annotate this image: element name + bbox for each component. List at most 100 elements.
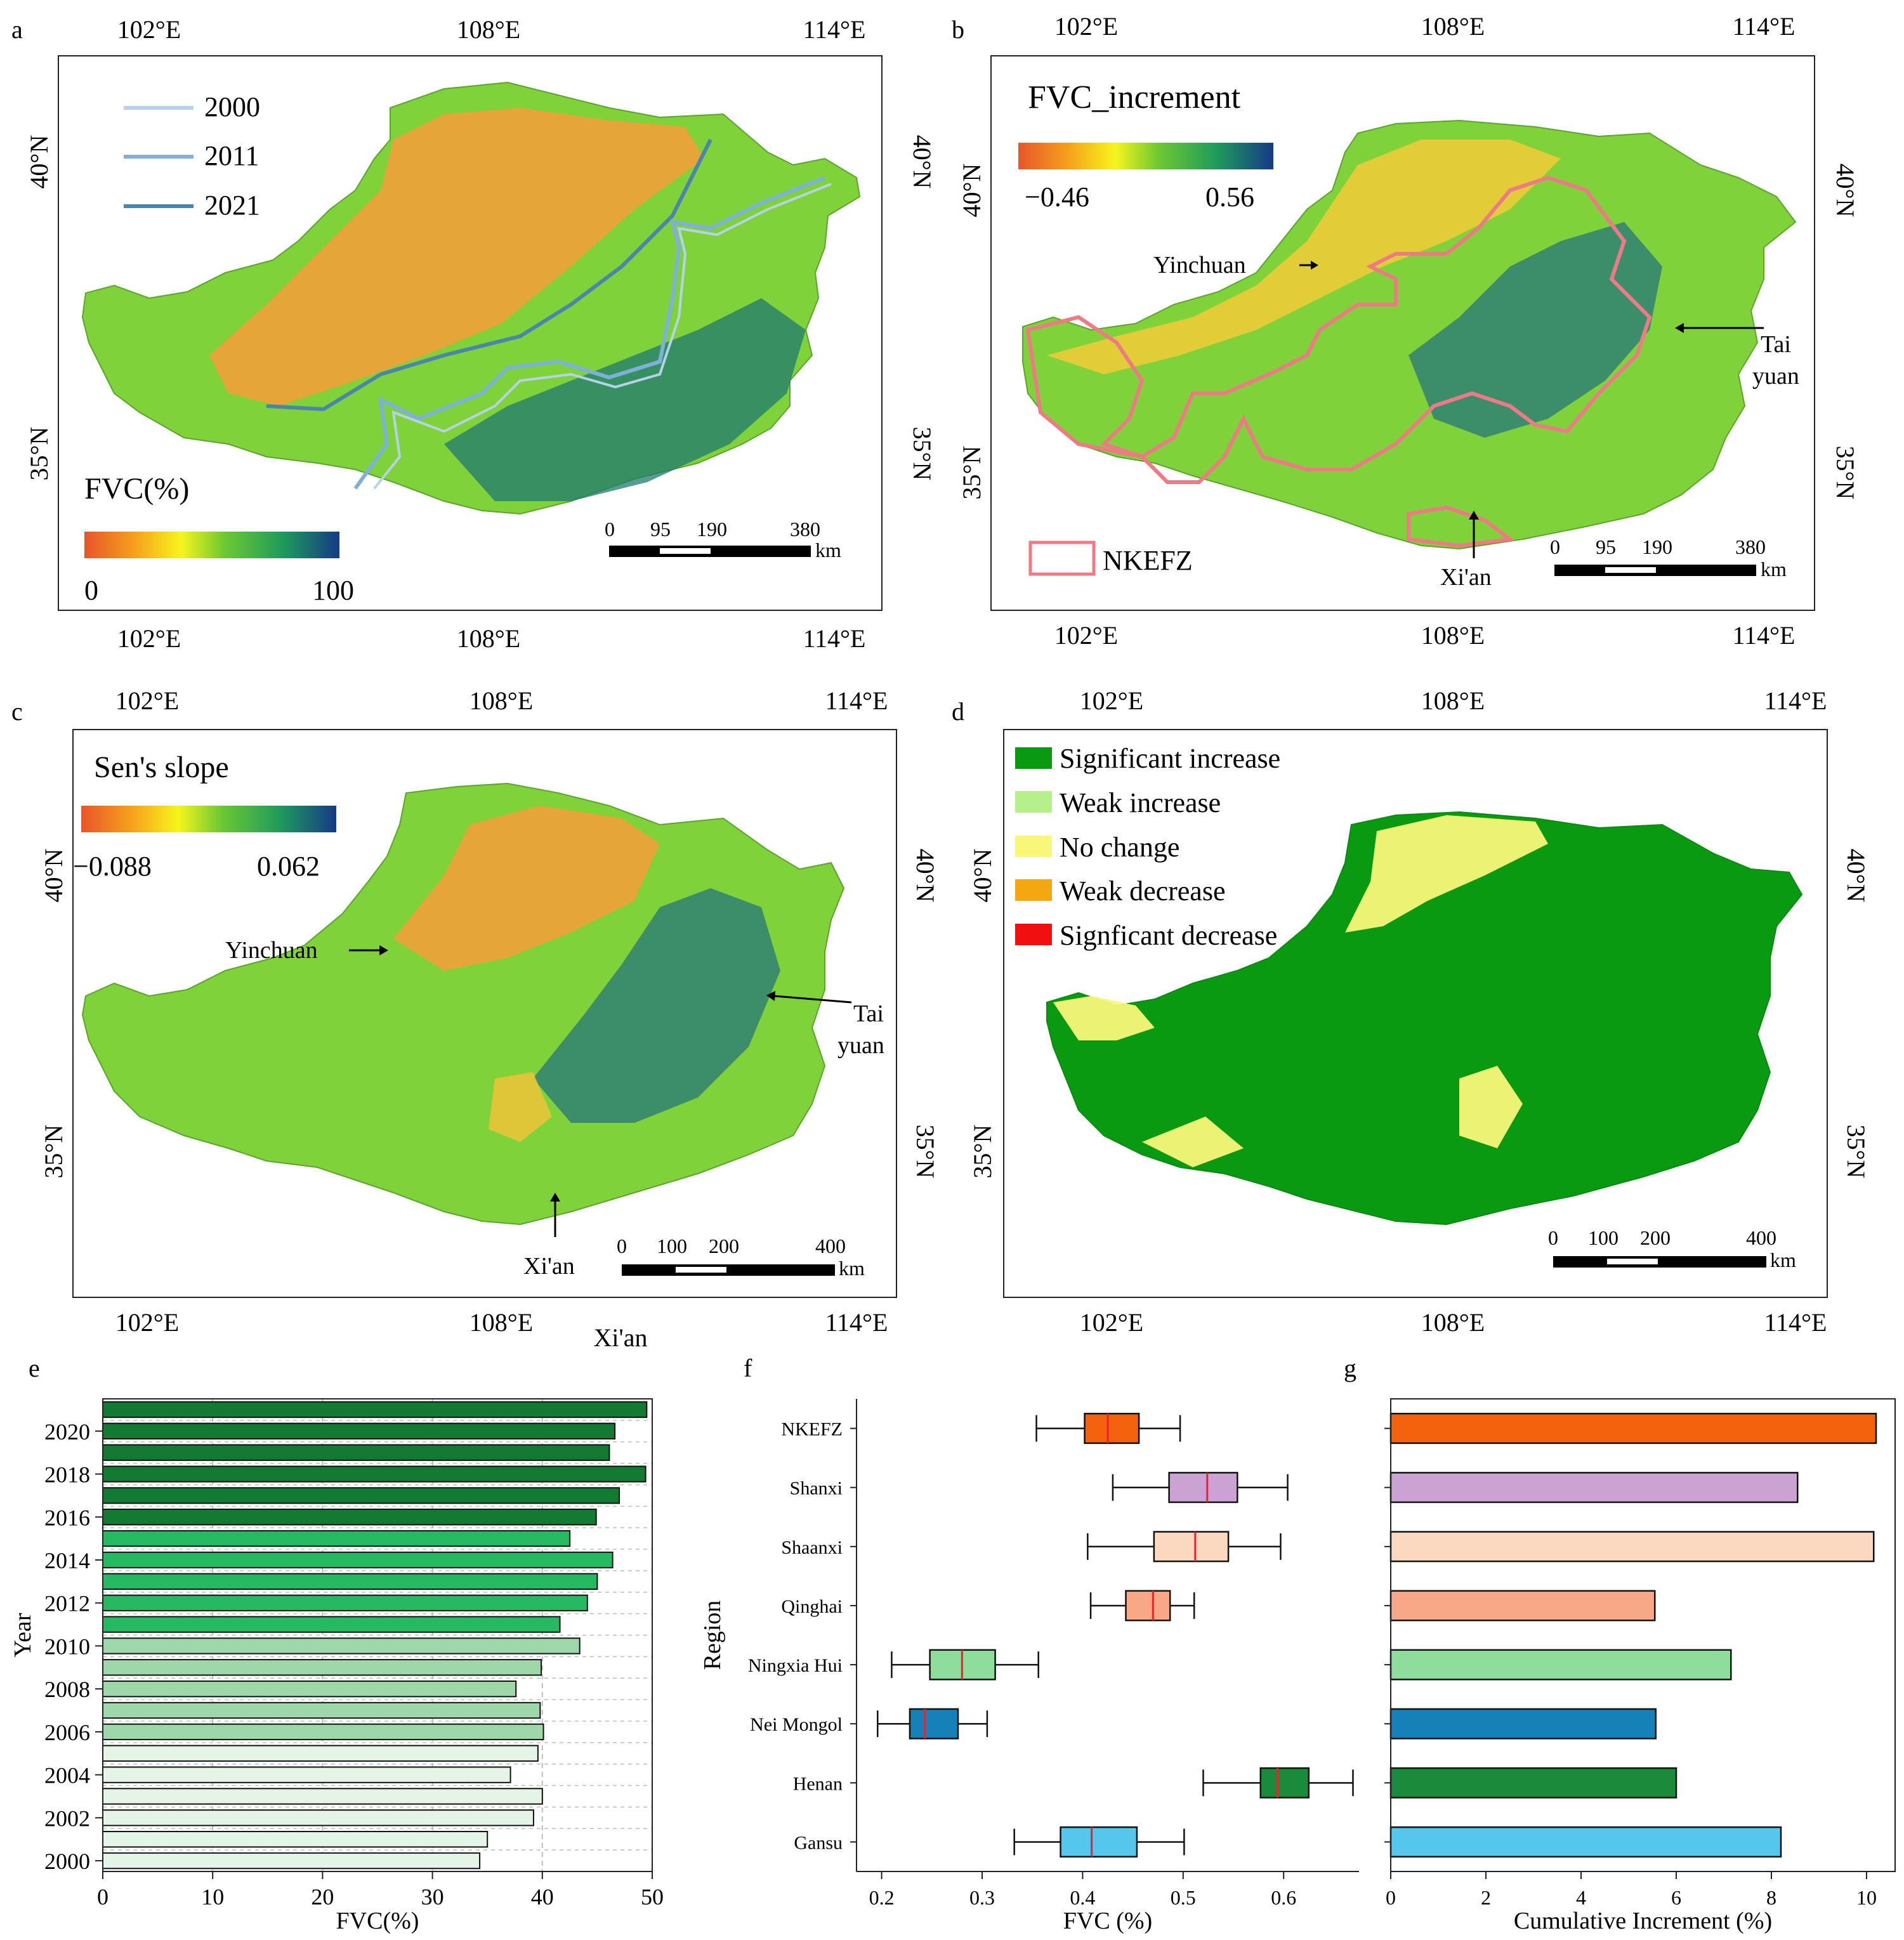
box-Nei Mongol <box>909 1708 959 1740</box>
x-tick-label-g: 10 <box>1856 1886 1877 1909</box>
svg-text:200: 200 <box>709 1235 739 1257</box>
x-tick-label-e: 40 <box>531 1884 554 1910</box>
bottom-tick-b-2: 108°E <box>1421 621 1485 650</box>
colorbar-min-b: −0.46 <box>1025 181 1089 213</box>
right-tick-c-1: 40°N <box>911 849 940 903</box>
bottom-tick-d-3: 114°E <box>1764 1308 1827 1337</box>
bar-e-2009 <box>102 1659 542 1676</box>
bar-e-2018 <box>102 1465 647 1483</box>
bottom-tick-a-1: 102°E <box>117 624 181 653</box>
y-tick-label-e: 2004 <box>44 1763 90 1788</box>
left-tick-a-2: 35°N <box>25 427 53 481</box>
bar-e-2012 <box>102 1594 588 1611</box>
map-panel-d: d Significant increase Weak increase No … <box>952 686 1870 1337</box>
city-label-tai-c: Tai <box>853 1000 884 1027</box>
svg-text:km: km <box>1770 1249 1796 1271</box>
bar-e-2016 <box>102 1509 597 1526</box>
legend-b: NKEFZ <box>1028 541 1193 576</box>
left-tick-b-2: 35°N <box>957 446 986 500</box>
colorbar-title-c: Sen's slope <box>94 750 229 784</box>
box-Shanxi <box>1168 1472 1238 1504</box>
panel-letter-g: g <box>1344 1354 1356 1382</box>
bar-e-2001 <box>102 1831 489 1848</box>
svg-text:km: km <box>815 539 841 561</box>
bottom-tick-b-1: 102°E <box>1054 621 1118 650</box>
y-axis-label-e: Year <box>10 1613 36 1657</box>
colorbar-max-a: 100 <box>312 575 354 606</box>
line-2021 <box>266 138 712 412</box>
scale-bar-c: 0 100 200 400 km <box>617 1235 865 1280</box>
left-tick-b-1: 40°N <box>957 164 986 218</box>
bar-e-2020 <box>102 1422 616 1439</box>
svg-text:km: km <box>1761 558 1787 580</box>
legend-d: Significant increase Weak increase No ch… <box>1015 743 1280 951</box>
line-2000 <box>373 183 832 490</box>
chart-g-cumulative-increment: g 0 2 4 6 8 10 Cumulative Increment (%) <box>1344 1354 1896 1934</box>
legend-a: 2000 2011 2021 <box>124 91 260 221</box>
left-tick-d-1: 40°N <box>968 849 997 903</box>
map-panel-b: b FVC_increment −0.46 0.56 Yinchuan Tai … <box>952 12 1860 650</box>
y-tick-label-e: 2000 <box>44 1849 90 1874</box>
x-tick-label-f: 0.4 <box>1070 1886 1095 1909</box>
colorbar-title-b: FVC_increment <box>1028 79 1241 115</box>
axes-frame-g <box>1390 1398 1896 1872</box>
legend-2011: 2011 <box>204 140 259 171</box>
x-tick-label-g: 4 <box>1576 1886 1586 1909</box>
left-tick-c-2: 35°N <box>39 1125 68 1179</box>
legend-weak-increase: Weak increase <box>1060 787 1221 818</box>
city-label-tai-b: Tai <box>1761 331 1791 358</box>
right-tick-c-2: 35°N <box>911 1125 940 1179</box>
y-tick-label-e: 2018 <box>44 1462 90 1488</box>
svg-text:0: 0 <box>1550 535 1560 558</box>
top-tick-d-3: 114°E <box>1764 686 1827 715</box>
svg-text:200: 200 <box>1640 1226 1671 1249</box>
y-tick-label-f-Nei Mongol: Nei Mongol <box>750 1714 843 1735</box>
top-tick-a-3: 114°E <box>803 15 866 44</box>
x-tick-label-g: 2 <box>1481 1886 1491 1909</box>
region-map-d <box>1046 811 1803 1226</box>
x-tick-label-f: 0.2 <box>869 1886 895 1909</box>
bar-e-2013 <box>102 1573 598 1590</box>
chart-e-year-fvc: e 0 10 20 30 40 50 2000 2002 2004 2006 2008 2010 2012… <box>10 1354 664 1934</box>
svg-text:380: 380 <box>1735 535 1766 558</box>
scale-bar-d: 0 100 200 400 km <box>1548 1226 1796 1271</box>
y-tick-label-e: 2012 <box>44 1591 90 1616</box>
legend-nkefz: NKEFZ <box>1103 545 1193 576</box>
bottom-tick-d-1: 102°E <box>1080 1308 1143 1337</box>
svg-text:380: 380 <box>790 518 820 541</box>
city-label-xian-c: Xi'an <box>523 1253 575 1280</box>
svg-text:95: 95 <box>1596 535 1616 558</box>
right-tick-d-2: 35°N <box>1842 1125 1870 1179</box>
scale-bar-b: 0 95 190 380 km <box>1550 535 1787 580</box>
y-tick-label-e: 2014 <box>44 1548 90 1573</box>
line-2011 <box>353 176 826 490</box>
left-tick-a-1: 40°N <box>25 135 53 189</box>
y-tick-label-e: 2010 <box>44 1634 90 1659</box>
top-tick-b-1: 102°E <box>1054 12 1118 41</box>
y-tick-label-f-Shanxi: Shanxi <box>790 1478 843 1499</box>
bar-e-2005 <box>102 1745 539 1762</box>
bar-g-Shaanxi <box>1389 1531 1875 1563</box>
top-tick-d-1: 102°E <box>1080 686 1143 715</box>
bar-e-2011 <box>102 1616 561 1633</box>
y-tick-label-e: 2008 <box>44 1677 90 1702</box>
svg-text:100: 100 <box>1588 1226 1618 1249</box>
bottom-tick-c-1: 102°E <box>115 1308 179 1337</box>
colorbar-title-a: FVC(%) <box>84 472 189 506</box>
legend-significant-increase: Significant increase <box>1060 743 1280 774</box>
panel-letter-a: a <box>11 15 23 44</box>
x-tick-label-f: 0.6 <box>1271 1886 1296 1909</box>
panel-letter-e: e <box>29 1354 40 1382</box>
region-map-c <box>81 782 845 1226</box>
box-Henan <box>1259 1767 1310 1799</box>
y-tick-label-f-Shaanxi: Shaanxi <box>781 1537 843 1558</box>
region-map-b <box>1022 119 1797 550</box>
bar-e-2015 <box>102 1530 571 1547</box>
x-tick-label-e: 10 <box>201 1884 224 1910</box>
colorbar-max-b: 0.56 <box>1205 181 1254 213</box>
x-axis-label-e: FVC(%) <box>336 1908 419 1934</box>
bar-g-Qinghai <box>1389 1590 1656 1622</box>
top-tick-a-1: 102°E <box>117 15 181 44</box>
svg-text:190: 190 <box>1642 535 1672 558</box>
